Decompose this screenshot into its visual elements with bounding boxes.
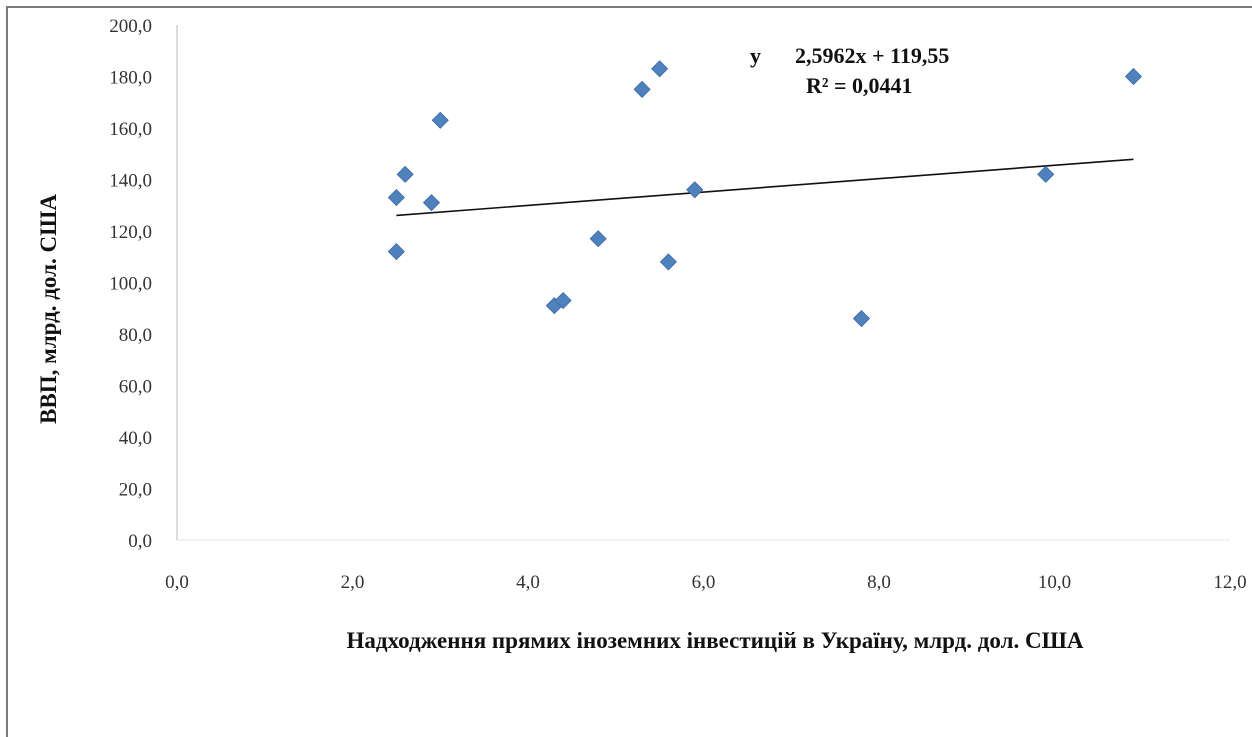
x-tick-label: 2,0 <box>341 572 365 593</box>
y-tick-label: 40,0 <box>119 428 152 449</box>
trendline <box>396 158 1134 217</box>
data-point <box>554 291 572 310</box>
data-point <box>633 80 651 98</box>
data-point <box>589 230 607 248</box>
y-tick-label: 0,0 <box>128 531 152 552</box>
y-tick-label: 180,0 <box>109 68 152 89</box>
data-point <box>396 165 414 183</box>
data-point <box>422 194 441 212</box>
data-point <box>686 181 704 199</box>
data-point <box>387 243 405 261</box>
data-points <box>387 60 1143 328</box>
r-squared-label: R² = 0,0441 <box>806 73 913 98</box>
y-tick-label: 140,0 <box>109 171 152 192</box>
data-point <box>852 309 871 328</box>
y-tick-label: 120,0 <box>109 222 152 243</box>
x-tick-label: 8,0 <box>867 572 891 593</box>
x-axis-title: Надходження прямих іноземних інвестицій … <box>347 628 1084 653</box>
x-tick-label: 4,0 <box>516 572 540 593</box>
y-tick-label: 20,0 <box>119 480 152 501</box>
x-tick-label: 10,0 <box>1038 572 1071 593</box>
x-tick-label: 6,0 <box>692 572 716 593</box>
data-point <box>387 188 405 207</box>
y-axis-title: ВВП, млрд. дол. США <box>36 194 61 424</box>
y-tick-label: 200,0 <box>109 16 152 37</box>
y-tick-label: 80,0 <box>119 325 152 346</box>
data-point <box>1037 165 1055 183</box>
x-tick-label: 0,0 <box>165 572 189 593</box>
y-tick-labels: 0,0 20,0 40,0 60,0 80,0 100,0 120,0 140,0 160,0 1… <box>109 16 152 552</box>
y-tick-label: 160,0 <box>109 119 152 140</box>
chart-frame <box>6 6 1252 737</box>
x-tick-labels: 0,0 2,0 4,0 6,0 8,0 10,0 12,0 <box>165 572 1247 593</box>
y-tick-label: 100,0 <box>109 274 152 295</box>
data-point <box>659 253 677 271</box>
data-point <box>431 111 449 129</box>
y-tick-label: 60,0 <box>119 377 152 398</box>
equation-prefix: y <box>750 43 761 68</box>
x-tick-label: 12,0 <box>1213 572 1246 593</box>
data-point <box>651 60 669 78</box>
data-point <box>1124 67 1143 86</box>
equation-body: 2,5962x + 119,55 <box>795 43 949 68</box>
